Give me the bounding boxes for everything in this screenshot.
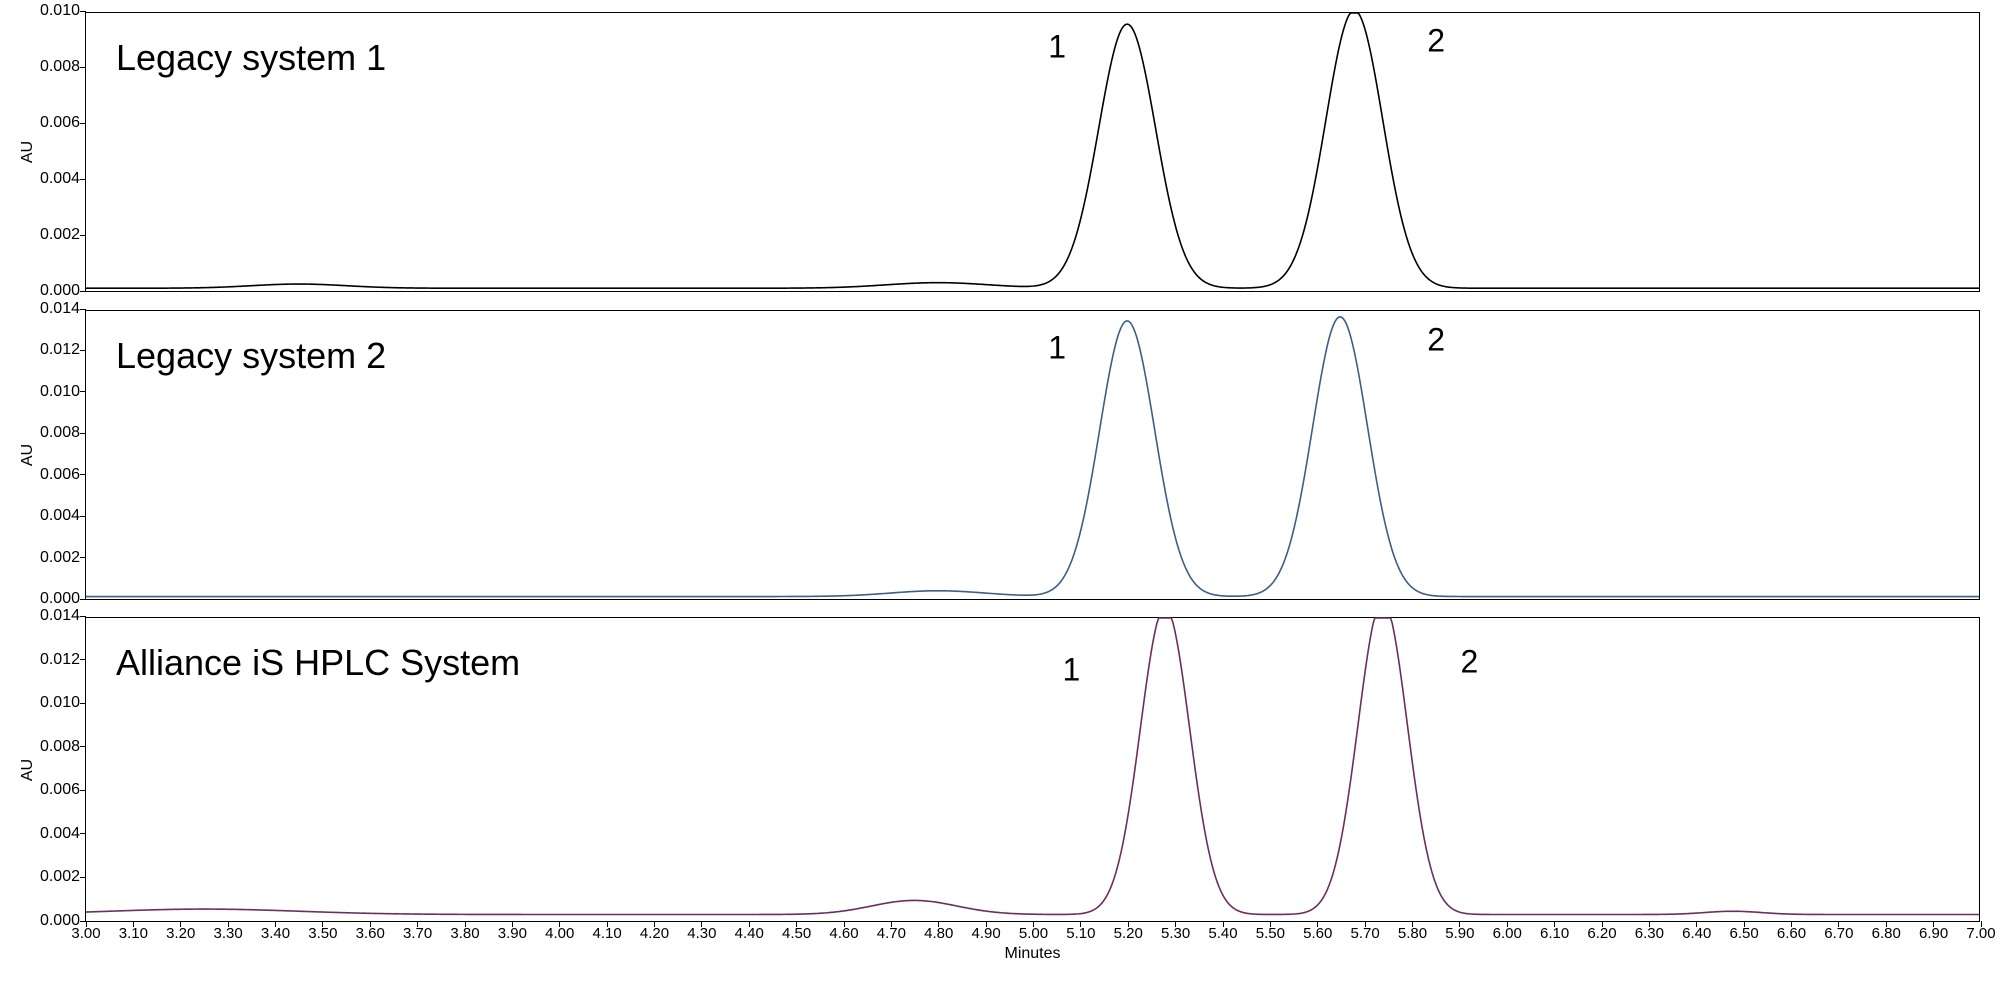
ytick-label: 0.010 (40, 2, 86, 20)
xtick-label: 5.40 (1208, 921, 1237, 942)
xtick-label: 3.30 (214, 921, 243, 942)
xtick-label: 4.50 (782, 921, 811, 942)
xtick-label: 4.80 (924, 921, 953, 942)
xtick-label: 4.40 (735, 921, 764, 942)
ytick-label: 0.006 (40, 114, 86, 132)
xtick-label: 4.70 (877, 921, 906, 942)
ytick-label: 0.004 (40, 825, 86, 843)
chromatogram-trace (86, 13, 1979, 291)
xtick-label: 3.70 (403, 921, 432, 942)
xtick-label: 5.90 (1445, 921, 1474, 942)
xtick-label: 6.30 (1635, 921, 1664, 942)
ytick-label: 0.014 (40, 300, 86, 318)
ytick-label: 0.010 (40, 383, 86, 401)
ytick-label: 0.002 (40, 226, 86, 244)
ytick-label: 0.004 (40, 507, 86, 525)
ytick-label: 0.000 (40, 282, 86, 300)
chromatogram-panel: 0.0000.0020.0040.0060.0080.0100.0120.014… (85, 617, 1980, 922)
xtick-label: 5.80 (1398, 921, 1427, 942)
xaxis-title: Minutes (1004, 921, 1060, 963)
chromatogram-panel: 0.0000.0020.0040.0060.0080.0100.0120.014… (85, 310, 1980, 600)
xtick-label: 3.60 (356, 921, 385, 942)
xtick-label: 5.60 (1303, 921, 1332, 942)
xtick-label: 4.10 (593, 921, 622, 942)
xtick-label: 3.90 (498, 921, 527, 942)
xtick-label: 6.10 (1540, 921, 1569, 942)
ytick-label: 0.006 (40, 466, 86, 484)
xtick-label: 3.40 (261, 921, 290, 942)
xtick-label: 5.30 (1161, 921, 1190, 942)
xtick-label: 3.80 (450, 921, 479, 942)
ytick-label: 0.012 (40, 651, 86, 669)
chromatogram-figure: 0.0000.0020.0040.0060.0080.010AULegacy s… (0, 0, 2000, 986)
xtick-label: 6.60 (1777, 921, 1806, 942)
yaxis-title: AU (19, 141, 37, 163)
ytick-label: 0.012 (40, 341, 86, 359)
xtick-label: 5.50 (1256, 921, 1285, 942)
chromatogram-trace (86, 618, 1979, 921)
xtick-label: 4.60 (829, 921, 858, 942)
xtick-label: 6.20 (1587, 921, 1616, 942)
chromatogram-panel: 0.0000.0020.0040.0060.0080.010AULegacy s… (85, 12, 1980, 292)
xtick-label: 3.50 (308, 921, 337, 942)
ytick-label: 0.008 (40, 738, 86, 756)
xtick-label: 7.00 (1966, 921, 1995, 942)
xtick-label: 3.10 (119, 921, 148, 942)
xtick-label: 5.20 (1114, 921, 1143, 942)
chromatogram-trace (86, 311, 1979, 599)
xtick-label: 6.70 (1824, 921, 1853, 942)
ytick-label: 0.008 (40, 58, 86, 76)
xtick-label: 4.20 (640, 921, 669, 942)
yaxis-title: AU (19, 444, 37, 466)
ytick-label: 0.008 (40, 424, 86, 442)
xtick-label: 4.30 (687, 921, 716, 942)
xtick-label: 5.10 (1066, 921, 1095, 942)
ytick-label: 0.004 (40, 170, 86, 188)
ytick-label: 0.006 (40, 781, 86, 799)
xtick-label: 5.70 (1351, 921, 1380, 942)
xtick-label: 6.90 (1919, 921, 1948, 942)
ytick-label: 0.000 (40, 590, 86, 608)
xtick-label: 6.40 (1682, 921, 1711, 942)
xtick-label: 3.20 (166, 921, 195, 942)
ytick-label: 0.002 (40, 868, 86, 886)
ytick-label: 0.002 (40, 549, 86, 567)
xtick-label: 6.50 (1730, 921, 1759, 942)
xtick-label: 3.00 (71, 921, 100, 942)
ytick-label: 0.014 (40, 607, 86, 625)
xtick-label: 4.00 (545, 921, 574, 942)
xtick-label: 6.00 (1493, 921, 1522, 942)
xtick-label: 6.80 (1872, 921, 1901, 942)
ytick-label: 0.010 (40, 694, 86, 712)
yaxis-title: AU (19, 758, 37, 780)
xtick-label: 4.90 (972, 921, 1001, 942)
